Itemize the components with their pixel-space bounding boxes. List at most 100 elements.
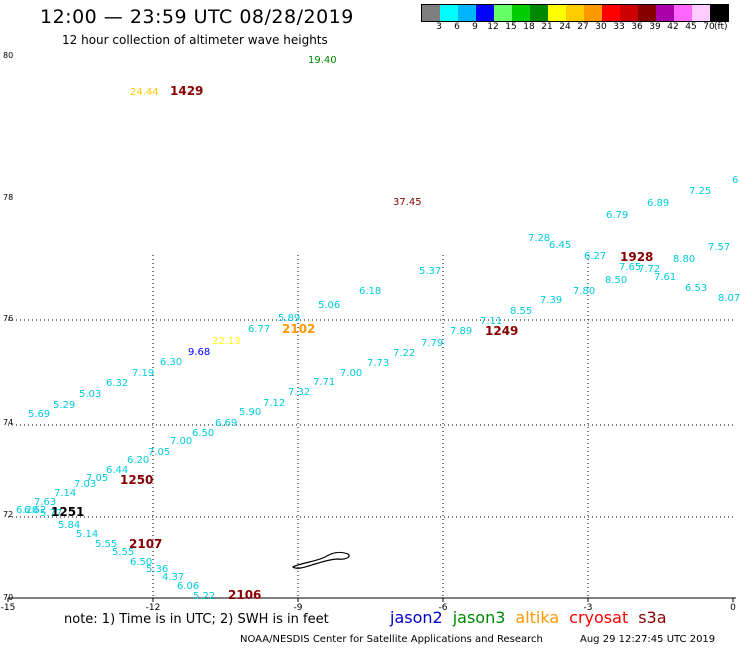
longitude-label: -15 <box>1 603 16 613</box>
pass-time-label: 2106 <box>228 588 261 602</box>
wave-height-value: 7.00 <box>340 368 362 379</box>
map-subtitle: 12 hour collection of altimeter wave hei… <box>62 33 328 47</box>
color-swatch <box>566 5 584 21</box>
color-swatch <box>512 5 530 21</box>
wave-height-value: 8.07 <box>718 293 740 304</box>
wave-height-value: 5.03 <box>79 389 101 400</box>
wave-height-value: 5.36 <box>146 564 168 575</box>
wave-height-value: 7.73 <box>367 358 389 369</box>
wave-height-value: 5.06 <box>318 300 340 311</box>
wave-height-value: 5.29 <box>53 400 75 411</box>
color-swatch <box>422 5 440 21</box>
color-scale-tick-label: 6 <box>454 22 460 32</box>
color-swatch <box>656 5 674 21</box>
longitude-label: -6 <box>439 603 448 613</box>
wave-height-value: 6.69 <box>215 418 237 429</box>
color-scale-tick-label: 36 <box>631 22 643 32</box>
color-swatch <box>674 5 692 21</box>
wave-height-value: 7.11 <box>480 316 502 327</box>
latitude-label: 78 <box>3 193 13 202</box>
color-scale-tick-label: 27 <box>577 22 589 32</box>
wave-height-value: 6.89 <box>647 198 669 209</box>
color-swatch <box>584 5 602 21</box>
wave-height-value: 7.32 <box>288 387 310 398</box>
wave-height-value: 7.28 <box>528 233 550 244</box>
island-outline <box>291 551 350 569</box>
satellite-legend: jason2 jason3 altika cryosat s3a <box>390 608 667 627</box>
wave-height-value: 7.63 <box>34 497 56 508</box>
pass-time-label: 1429 <box>170 84 203 98</box>
longitude-label: -9 <box>294 603 303 613</box>
color-scale-tick-label: 30 <box>595 22 607 32</box>
color-swatch <box>548 5 566 21</box>
wave-height-value: 6.62 <box>24 505 46 516</box>
color-swatch <box>530 5 548 21</box>
color-scale-tick-label: 45 <box>685 22 697 32</box>
wave-height-value: 6.27 <box>584 251 606 262</box>
wave-height-value: 5.55 <box>112 547 134 558</box>
latitude-label: 80 <box>3 51 13 60</box>
wave-height-value: 5.84 <box>58 520 80 531</box>
wave-height-value: 8.80 <box>673 254 695 265</box>
color-scale-tick-label: 33 <box>613 22 625 32</box>
latitude-label: 72 <box>3 510 13 519</box>
latitude-label: 74 <box>3 418 13 427</box>
wave-height-value: 6.20 <box>127 455 149 466</box>
wave-height-value: 5.22 <box>193 591 215 602</box>
observation-labels: 19.40 24.44 37.45 6 7.25 6.89 6.79 7.286.45 6.27… <box>16 55 740 602</box>
wave-height-value: 9.68 <box>188 347 210 358</box>
pass-time-label: 1250 <box>120 473 153 487</box>
longitude-label: -12 <box>146 603 161 613</box>
wave-height-value: 22.13 <box>212 336 241 347</box>
wave-height-value: 7.05 <box>86 473 108 484</box>
color-scale-tick-label: 9 <box>472 22 478 32</box>
wave-height-value: 37.45 <box>393 197 422 208</box>
color-swatch <box>458 5 476 21</box>
wave-height-value: 7.12 <box>263 398 285 409</box>
color-scale-tick-label: 42 <box>667 22 679 32</box>
wave-height-value: 7.03 <box>74 479 96 490</box>
wave-height-value: 6.30 <box>160 357 182 368</box>
longitude-label: -3 <box>584 603 593 613</box>
satellite-legend-item: s3a <box>638 608 667 627</box>
wave-height-value: 5.69 <box>28 409 50 420</box>
latitude-label: 70 <box>3 593 13 602</box>
wave-height-value: 6.45 <box>549 240 571 251</box>
wave-height-value: 7.79 <box>421 338 443 349</box>
footer-source: NOAA/NESDIS Center for Satellite Applica… <box>240 634 543 645</box>
wave-height-value: 7.61 <box>654 272 676 283</box>
map-title: 12:00 — 23:59 UTC 08/28/2019 <box>40 6 354 28</box>
wave-height-value: 6.18 <box>359 286 381 297</box>
color-scale-tick-label: 24 <box>559 22 571 32</box>
satellite-legend-item: cryosat <box>569 608 629 627</box>
longitude-label: 0 <box>730 603 736 613</box>
wave-height-value: 6.20 <box>16 505 38 516</box>
wave-height-value: 7.25 <box>689 186 711 197</box>
wave-height-value: 7.22 <box>393 348 415 359</box>
wave-height-value: 6.50 <box>130 557 152 568</box>
wave-height-value: 7.72 <box>638 264 660 275</box>
wave-height-value: 7.71 <box>313 377 335 388</box>
wave-height-value: 8.50 <box>605 275 627 286</box>
color-scale-tick-label: 3 <box>436 22 442 32</box>
wave-height-value: 4.37 <box>162 572 184 583</box>
color-swatch <box>602 5 620 21</box>
wave-height-value: 19.40 <box>308 55 337 66</box>
wave-height-value: 6.32 <box>106 378 128 389</box>
wave-height-value: 6 <box>732 175 738 186</box>
satellite-legend-item: altika <box>515 608 560 627</box>
wave-height-color-scale <box>421 4 729 22</box>
color-swatch <box>440 5 458 21</box>
wave-height-value: 6.50 <box>192 428 214 439</box>
color-scale-tick-label: 70 <box>703 22 715 32</box>
footer-timestamp: Aug 29 12:27:45 UTC 2019 <box>580 634 716 645</box>
color-swatch <box>638 5 656 21</box>
wave-height-value: 7.39 <box>540 295 562 306</box>
color-swatch <box>494 5 512 21</box>
pass-time-label: 2102 <box>282 322 315 336</box>
wave-height-value: 6.06 <box>177 581 199 592</box>
pass-time-label: 1251 <box>51 505 84 519</box>
satellite-legend-item: jason3 <box>452 608 506 627</box>
wave-height-value: 5.55 <box>95 539 117 550</box>
wave-height-value: 7.57 <box>708 242 730 253</box>
